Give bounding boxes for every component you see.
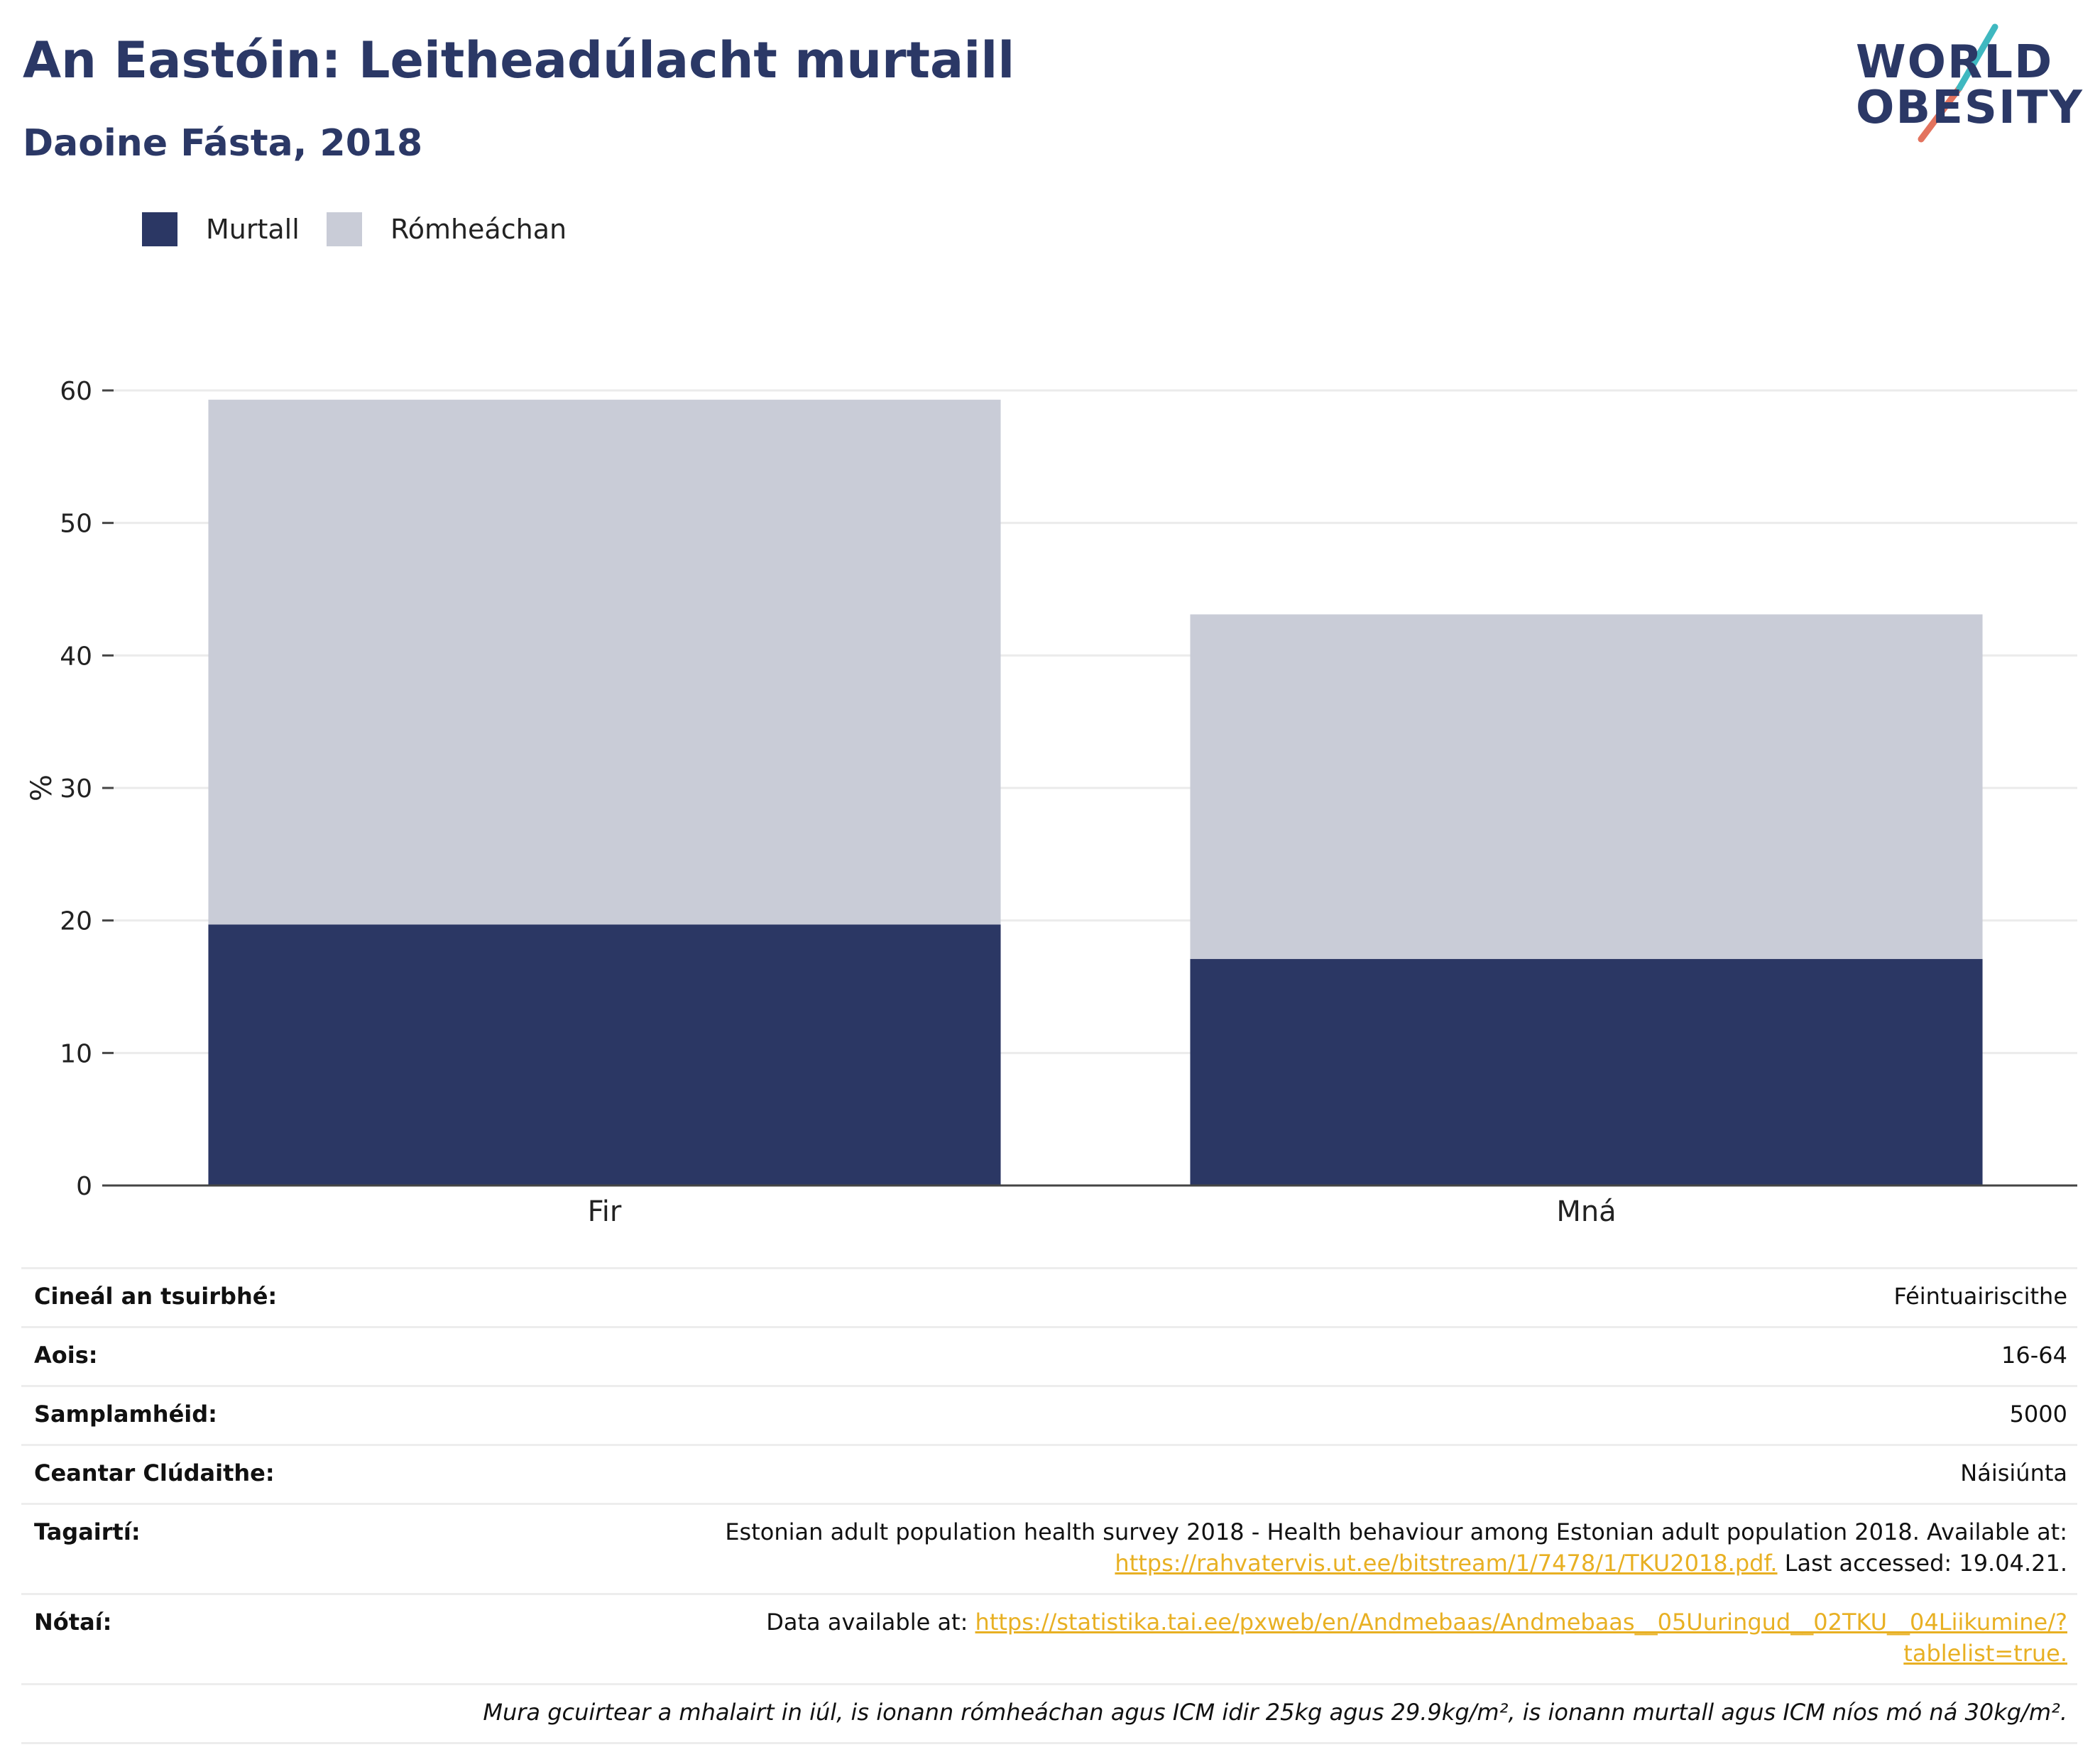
info-row-sample-size: Samplamhéid: 5000 bbox=[21, 1387, 2077, 1446]
legend-swatch-murtall bbox=[142, 212, 177, 246]
references-label: Tagairtí: bbox=[34, 1518, 141, 1545]
y-tick-label: 30 bbox=[60, 774, 92, 804]
notes-link[interactable]: https://statistika.tai.ee/pxweb/en/Andme… bbox=[975, 1609, 2067, 1667]
x-tick-label: Mná bbox=[1556, 1195, 1616, 1228]
sample-size-value: 5000 bbox=[2009, 1401, 2067, 1428]
info-row-notes: Nótaí: Data available at: https://statis… bbox=[21, 1595, 2077, 1685]
coverage-label: Ceantar Clúdaithe: bbox=[34, 1460, 275, 1486]
bar-murtall-mná bbox=[1190, 958, 1983, 1185]
bar-romheachan-fir bbox=[208, 400, 1001, 925]
references-last-accessed: Last accessed: 19.04.21. bbox=[1784, 1550, 2067, 1577]
sample-size-label: Samplamhéid: bbox=[34, 1401, 217, 1428]
info-row-age: Aois: 16-64 bbox=[21, 1328, 2077, 1387]
y-tick-label: 20 bbox=[60, 907, 92, 936]
info-row-survey-type: Cineál an tsuirbhé: Féintuairiscithe bbox=[21, 1269, 2077, 1328]
coverage-value: Náisiúnta bbox=[1960, 1460, 2067, 1486]
y-tick-label: 40 bbox=[60, 642, 92, 671]
y-axis-label: % bbox=[26, 774, 58, 801]
age-value: 16-64 bbox=[2001, 1342, 2067, 1369]
bar-murtall-fir bbox=[208, 924, 1001, 1185]
stacked-bar-chart: 0 10 20 30 40 50 60% Fir Mná bbox=[26, 377, 2077, 1228]
chart-subtitle: Daoine Fásta, 2018 bbox=[23, 122, 423, 165]
info-row-footnote: Mura gcuirtear a mhalairt in iúl, is ion… bbox=[21, 1685, 2077, 1744]
survey-type-label: Cineál an tsuirbhé: bbox=[34, 1283, 278, 1310]
references-link[interactable]: https://rahvatervis.ut.ee/bitstream/1/74… bbox=[1115, 1550, 1778, 1577]
survey-info-table: Cineál an tsuirbhé: Féintuairiscithe Aoi… bbox=[21, 1267, 2077, 1744]
legend-label-murtall: Murtall bbox=[206, 214, 300, 245]
references-value: Estonian adult population health survey … bbox=[616, 1516, 2067, 1579]
notes-value: Data available at: https://statistika.ta… bbox=[616, 1606, 2067, 1669]
y-tick-label: 10 bbox=[60, 1039, 92, 1068]
logo-line-obesity: OBESITY bbox=[1856, 82, 2084, 134]
y-tick-label: 0 bbox=[76, 1172, 92, 1201]
references-text: Estonian adult population health survey … bbox=[725, 1518, 2067, 1545]
chart-title: An Eastóin: Leitheadúlacht murtaill bbox=[23, 31, 1015, 89]
legend-swatch-romheachan bbox=[327, 212, 362, 246]
info-row-coverage: Ceantar Clúdaithe: Náisiúnta bbox=[21, 1446, 2077, 1505]
logo-line-world: WORLD bbox=[1856, 36, 2054, 89]
notes-prefix: Data available at: bbox=[766, 1609, 968, 1636]
x-tick-label: Fir bbox=[588, 1195, 622, 1228]
notes-label: Nótaí: bbox=[34, 1609, 112, 1636]
survey-type-value: Féintuairiscithe bbox=[1893, 1283, 2067, 1310]
world-obesity-logo: WORLD OBESITY bbox=[1853, 20, 2087, 148]
logo-slash-icon bbox=[1918, 23, 1998, 143]
info-row-references: Tagairtí: Estonian adult population heal… bbox=[21, 1505, 2077, 1595]
footnote-text: Mura gcuirtear a mhalairt in iúl, is ion… bbox=[483, 1699, 2067, 1726]
legend-label-romheachan: Rómheáchan bbox=[390, 214, 567, 245]
age-label: Aois: bbox=[34, 1342, 98, 1369]
bar-romheachan-mná bbox=[1190, 614, 1983, 959]
y-tick-label: 60 bbox=[60, 377, 92, 406]
y-tick-label: 50 bbox=[60, 510, 92, 539]
